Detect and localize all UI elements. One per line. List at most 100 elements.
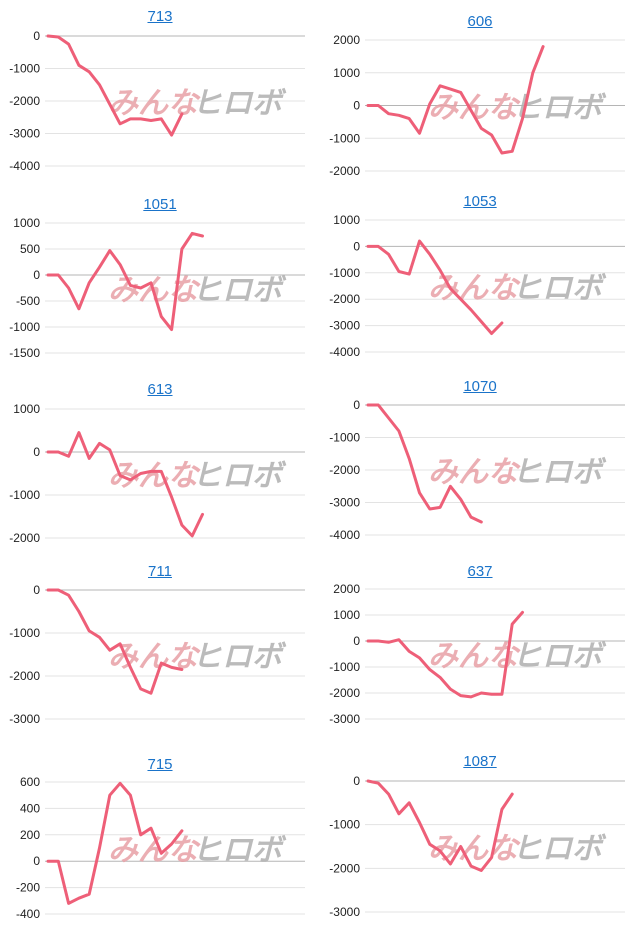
y-tick-label: 0 [353,774,360,788]
watermark-logo-right: ヒロボ [512,455,607,490]
y-tick-label: -500 [16,294,40,308]
series-line [46,231,204,332]
watermark-logo-right: ヒロボ [192,459,287,494]
chart-panel-713: 713 0 -1000 -2000 -3000 -4000 みんな ヒロボ [9,8,305,173]
watermark-logo-right: ヒロボ [192,86,287,121]
y-tick-label: 0 [33,583,40,597]
chart-title-link[interactable]: 1051 [143,196,177,213]
y-tick-label: -3000 [9,127,40,141]
chart-title-link[interactable]: 606 [467,13,493,30]
y-tick-label: -4000 [329,345,360,359]
y-tick-label: -1000 [9,488,40,502]
chart-title-link[interactable]: 1070 [463,378,497,395]
chart-panel-613: 613 1000 0 -1000 -2000 みんな ヒロボ [9,381,305,545]
y-tick-label: -1500 [9,346,40,360]
watermark-logo-right: ヒロボ [512,639,607,674]
watermark-logo-left: みんな [428,455,521,490]
series-line [366,45,545,155]
y-tick-label: 500 [20,242,40,256]
series-line [46,34,184,137]
chart-panel-1070: 1070 0 -1000 -2000 -3000 -4000 みんな ヒロボ [320,0,640,931]
watermark-logo-right: ヒロボ [192,833,287,868]
y-tick-label: -4000 [9,159,40,173]
watermark-logo-left: みんな [108,86,201,121]
y-tick-label: 1000 [333,66,360,80]
y-tick-label: -3000 [329,905,360,919]
chart-panel-1051: 1051 1000 500 0 -500 -1000 -1500 みんな ヒロボ [9,196,305,360]
y-tick-label: 2000 [333,33,360,47]
chart-panel-1087: 1087 0 -1000 -2000 -3000 みんな ヒロボ [320,0,640,931]
y-tick-label: 1000 [333,213,360,227]
series-line [46,781,184,905]
y-tick-label: 1000 [13,402,40,416]
watermark-logo-right: ヒロボ [512,271,607,306]
y-tick-label: -1000 [329,266,360,280]
chart-panel-711: 711 0 -1000 -2000 -3000 みんな ヒロボ [9,563,305,726]
y-tick-label: 2000 [333,582,360,596]
y-tick-label: -3000 [329,319,360,333]
y-tick-label: -2000 [9,94,40,108]
y-tick-label: 400 [20,801,40,815]
y-tick-label: 0 [33,445,40,459]
watermark-logo-left: みんな [428,832,521,867]
y-tick-label: 0 [353,239,360,253]
y-tick-label: 600 [20,775,40,789]
y-tick-label: 200 [20,828,40,842]
y-tick-label: -2000 [329,463,360,477]
watermark-logo-right: ヒロボ [192,640,287,675]
y-tick-label: 0 [353,634,360,648]
chart-title-link[interactable]: 713 [147,8,173,25]
y-tick-label: -1000 [329,818,360,832]
watermark-logo-left: みんな [108,640,201,675]
chart-panel-1053: 1053 1000 0 -1000 -2000 -3000 -4000 みんな ヒロボ [320,0,640,931]
y-tick-label: -2000 [329,292,360,306]
series-line [46,431,204,538]
watermark-logo-left: みんな [428,91,521,126]
y-tick-label: -3000 [9,712,40,726]
y-tick-label: -3000 [329,712,360,726]
y-tick-label: -2000 [329,164,360,178]
y-tick-label: -1000 [329,131,360,145]
y-tick-label: 0 [33,29,40,43]
series-line [366,779,514,872]
y-tick-label: -400 [16,907,40,921]
y-tick-label: -200 [16,881,40,895]
y-tick-label: -2000 [9,531,40,545]
y-tick-label: -2000 [329,861,360,875]
series-line [46,588,184,695]
chart-panel-606: 606 2000 1000 0 -1000 -2000 みんな ヒロボ [320,0,640,931]
chart-title-link[interactable]: 1087 [463,753,497,770]
y-tick-label: -2000 [9,669,40,683]
y-tick-label: -2000 [329,686,360,700]
watermark-logo-right: ヒロボ [192,273,287,308]
y-tick-label: 1000 [333,608,360,622]
chart-panel-715: 715 600 400 200 0 -200 -400 みんな ヒロボ [16,756,305,921]
y-tick-label: -3000 [329,496,360,510]
series-line [366,403,483,524]
series-line [366,610,524,699]
y-tick-label: -1000 [329,660,360,674]
y-tick-label: -4000 [329,528,360,542]
chart-title-link[interactable]: 613 [147,381,173,398]
y-tick-label: 0 [33,268,40,282]
y-tick-label: -1000 [329,431,360,445]
chart-title-link[interactable]: 711 [148,563,172,580]
chart-title-link[interactable]: 715 [147,756,173,773]
y-tick-label: 0 [353,398,360,412]
watermark-logo-right: ヒロボ [512,832,607,867]
y-tick-label: -1000 [9,626,40,640]
series-line [366,239,504,335]
chart-title-link[interactable]: 1053 [463,193,497,210]
chart-title-link[interactable]: 637 [467,563,493,580]
y-tick-label: 1000 [13,216,40,230]
